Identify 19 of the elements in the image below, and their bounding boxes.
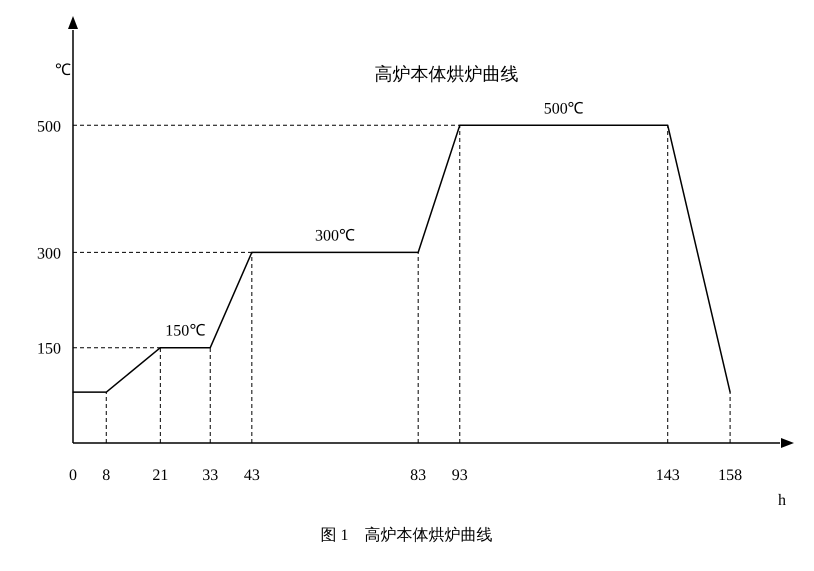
xtick: 83 [410,467,426,484]
annotation: 500℃ [544,100,584,118]
xtick: 8 [102,467,110,484]
annotation: 150℃ [165,322,206,340]
xtick: 143 [656,467,680,484]
ylabel: ℃ [55,62,71,79]
caption: 图 1 高炉本体烘炉曲线 [320,527,492,544]
xtick: 43 [244,467,260,484]
ytick: 150 [37,340,61,358]
xtick: 0 [69,467,77,484]
annotation: 300℃ [315,227,355,244]
xtick: 21 [152,467,168,484]
xlabel: h [778,492,786,509]
ytick: 500 [37,118,61,136]
ytick: 300 [37,245,61,262]
title: 高炉本体烘炉曲线 [374,64,518,84]
xtick: 33 [202,467,218,484]
xtick: 158 [718,467,742,484]
xtick: 93 [452,467,468,484]
